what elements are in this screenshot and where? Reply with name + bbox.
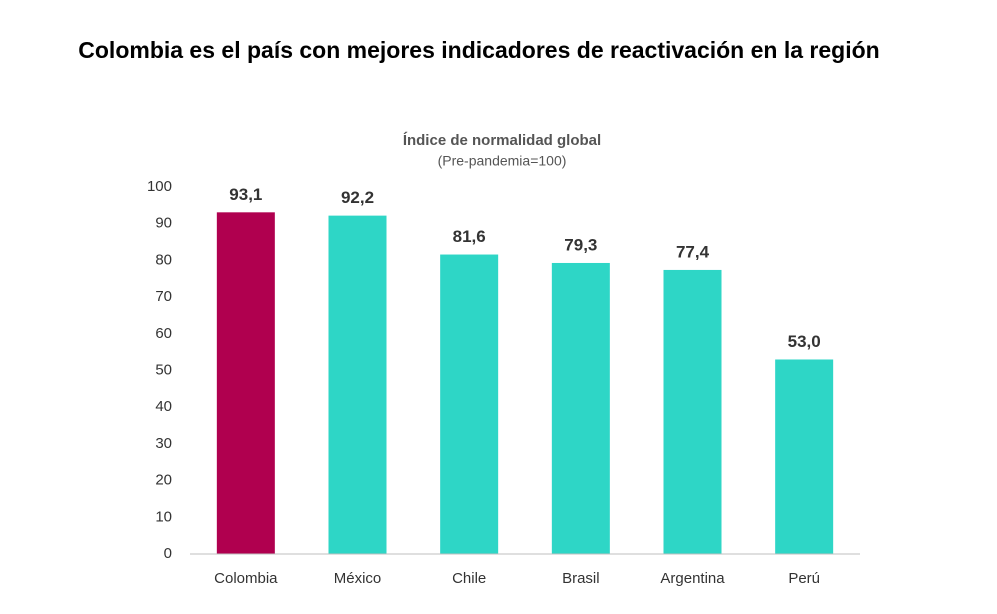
bar	[216, 212, 275, 554]
chart-title: Colombia es el país con mejores indicado…	[78, 37, 880, 63]
bar	[663, 269, 722, 554]
x-tick-label: México	[334, 570, 382, 587]
x-tick-label: Chile	[452, 570, 486, 587]
x-tick-label: Argentina	[660, 570, 725, 587]
bar	[440, 254, 499, 554]
y-tick-label: 50	[155, 361, 172, 378]
bar	[328, 215, 387, 554]
y-tick-label: 40	[155, 398, 172, 415]
unit-note: (Pre-pandemia=100)	[438, 153, 567, 169]
value-label: 92,2	[341, 188, 374, 207]
value-label: 93,1	[229, 185, 262, 204]
bar	[551, 262, 610, 554]
value-label: 81,6	[453, 227, 486, 246]
x-tick-label: Brasil	[562, 570, 600, 587]
value-label: 79,3	[564, 235, 597, 254]
y-tick-label: 20	[155, 472, 172, 489]
y-tick-label: 60	[155, 325, 172, 342]
y-tick-label: 80	[155, 251, 172, 268]
chart-subtitle: Índice de normalidad global	[403, 132, 601, 149]
y-tick-label: 90	[155, 215, 172, 232]
y-tick-label: 10	[155, 508, 172, 525]
bar	[775, 359, 834, 554]
y-tick-label: 0	[164, 545, 172, 562]
x-tick-label: Colombia	[214, 570, 278, 587]
y-tick-label: 30	[155, 435, 172, 452]
x-tick-label: Perú	[788, 570, 820, 587]
y-tick-label: 100	[147, 178, 172, 195]
value-label: 77,4	[676, 242, 710, 261]
value-label: 53,0	[788, 332, 821, 351]
y-tick-label: 70	[155, 288, 172, 305]
